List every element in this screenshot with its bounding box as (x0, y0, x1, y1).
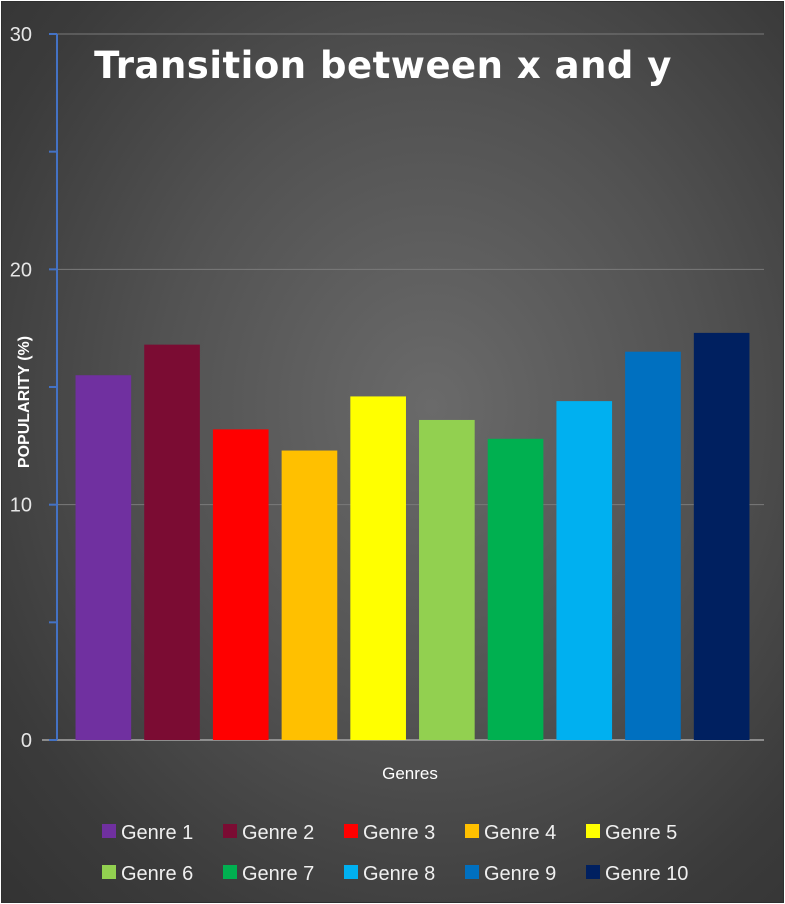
bar-genre-1 (75, 375, 132, 740)
legend-swatch (586, 865, 600, 879)
y-axis-title: POPULARITY (%) (16, 336, 33, 468)
bar-genre-3 (212, 429, 269, 740)
legend-item-genre-4: Genre 4 (465, 822, 556, 844)
legend-item-genre-1: Genre 1 (102, 822, 193, 844)
x-axis-title: Genres (382, 764, 438, 783)
legend-item-genre-2: Genre 2 (223, 822, 314, 844)
y-tick-label: 0 (21, 730, 32, 752)
legend-item-genre-3: Genre 3 (344, 822, 435, 844)
legend-item-genre-6: Genre 6 (102, 863, 193, 885)
bar-genre-5 (350, 396, 406, 740)
y-axis: 0 10 20 30 (10, 24, 58, 752)
legend-swatch (223, 865, 237, 879)
legend-label: Genre 7 (242, 863, 314, 885)
legend-label: Genre 8 (363, 863, 435, 885)
legend-label: Genre 9 (484, 863, 556, 885)
legend-item-genre-5: Genre 5 (586, 822, 677, 844)
bar-genre-4 (281, 450, 338, 740)
y-tick-label: 10 (10, 495, 32, 517)
legend-label: Genre 6 (121, 863, 193, 885)
legend-swatch (344, 865, 358, 879)
bar-genre-8 (556, 401, 613, 740)
bar-genre-9 (625, 351, 681, 740)
y-tick-label: 20 (10, 259, 32, 281)
legend-item-genre-7: Genre 7 (223, 863, 314, 885)
legend-swatch (223, 824, 237, 838)
legend-item-genre-9: Genre 9 (465, 863, 556, 885)
y-tick-label: 30 (10, 24, 32, 46)
legend-item-genre-8: Genre 8 (344, 863, 435, 885)
bar-genre-10 (693, 332, 750, 740)
legend-label: Genre 3 (363, 822, 435, 844)
legend-swatch (465, 865, 479, 879)
legend-label: Genre 1 (121, 822, 193, 844)
bar-genre-7 (487, 438, 544, 740)
legend-swatch (102, 824, 116, 838)
legend-label: Genre 10 (605, 863, 688, 885)
legend-item-genre-10: Genre 10 (586, 863, 688, 885)
legend-label: Genre 5 (605, 822, 677, 844)
legend: Genre 1 Genre 2 Genre 3 Genre 4 Genre 5 Genre… (102, 822, 688, 885)
legend-label: Genre 4 (484, 822, 556, 844)
legend-swatch (344, 824, 358, 838)
chart-title: Transition between x and y (94, 44, 672, 87)
legend-swatch (465, 824, 479, 838)
bar-genre-6 (419, 419, 475, 740)
bars (75, 332, 750, 740)
legend-swatch (102, 865, 116, 879)
legend-label: Genre 2 (242, 822, 314, 844)
bar-genre-2 (144, 344, 200, 740)
legend-swatch (586, 824, 600, 838)
